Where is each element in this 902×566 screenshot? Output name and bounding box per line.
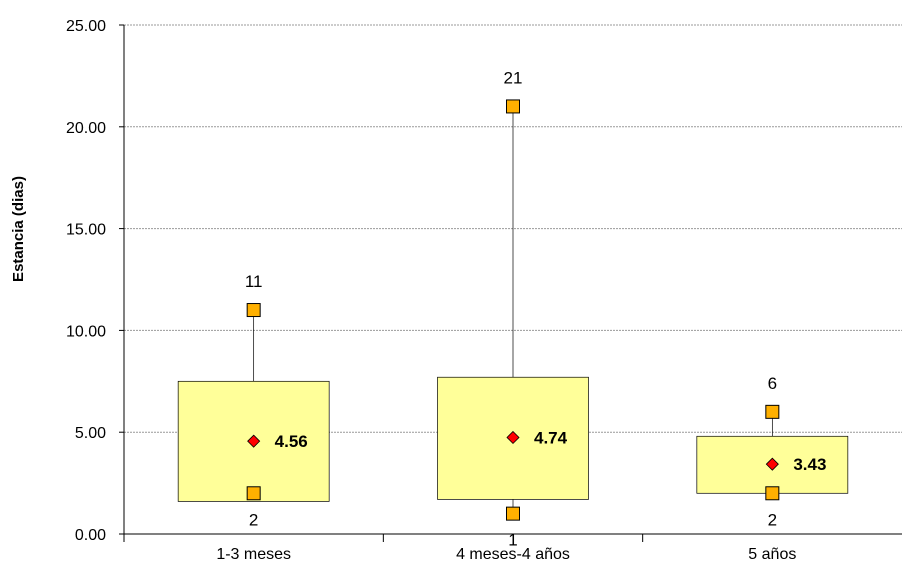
- x-tick-label: 4 meses-4 años: [456, 546, 570, 563]
- min-marker: [506, 506, 520, 521]
- y-tick-label: 10.00: [66, 323, 106, 340]
- x-axis-ticks: 1-3 meses 4 meses-4 años 5 años: [216, 534, 796, 563]
- mean-label: 4.74: [534, 428, 568, 447]
- min-label: 2: [768, 510, 777, 529]
- max-marker: [765, 404, 780, 419]
- y-tick-label: 5.00: [75, 425, 106, 442]
- boxes: 11 2 4.56 21 1 4.74 6 2 3.43: [177, 68, 849, 550]
- max-label: 21: [504, 68, 523, 87]
- min-label: 2: [249, 510, 258, 529]
- min-label: 1: [508, 531, 517, 550]
- x-tick-label: 1-3 meses: [216, 546, 291, 563]
- x-tick-label: 5 años: [748, 546, 796, 563]
- y-tick-label: 25.00: [66, 18, 106, 35]
- y-axis-label: Estancia (dias): [10, 176, 27, 282]
- y-axis-ticks: 0.00 5.00 10.00 15.00 20.00 25.00: [66, 18, 124, 544]
- y-tick-label: 20.00: [66, 120, 106, 137]
- mean-label: 3.43: [793, 455, 826, 474]
- axes: [123, 25, 902, 542]
- y-tick-label: 15.00: [66, 222, 106, 239]
- max-marker: [506, 99, 520, 114]
- mean-marker: [765, 457, 779, 471]
- max-label: 6: [768, 374, 777, 393]
- y-tick-label: 0.00: [75, 527, 106, 544]
- max-label: 11: [245, 272, 263, 291]
- min-marker: [765, 486, 780, 501]
- mean-marker: [247, 434, 261, 448]
- mean-marker: [506, 430, 520, 445]
- min-marker: [246, 486, 261, 501]
- mean-label: 4.56: [275, 432, 308, 451]
- max-marker: [246, 303, 261, 318]
